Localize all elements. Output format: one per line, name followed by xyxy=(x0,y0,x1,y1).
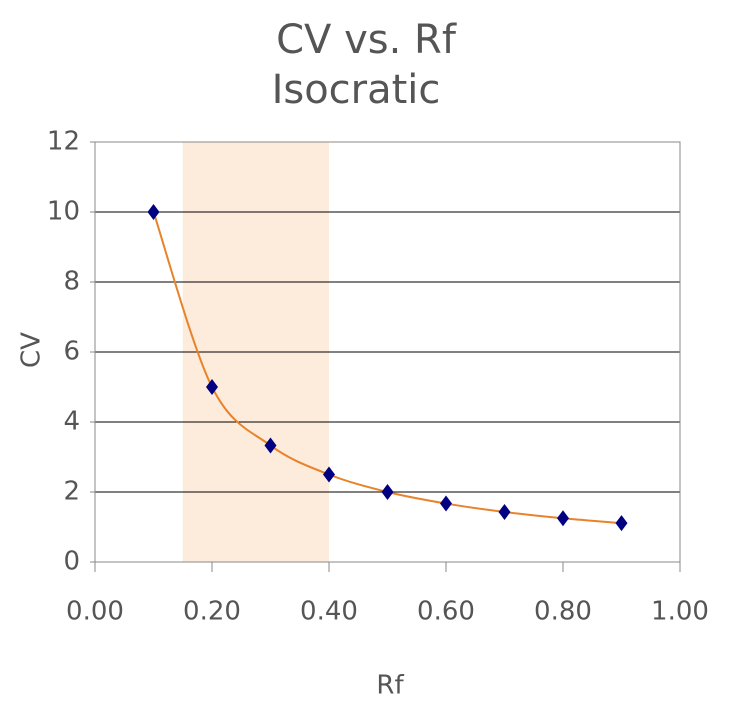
point-marker xyxy=(323,466,335,483)
point-marker xyxy=(264,437,277,454)
x-tick-label: 0.00 xyxy=(66,597,124,627)
chart-subtitle: Isocratic xyxy=(272,67,441,113)
x-tick-label: 0.40 xyxy=(300,597,358,627)
y-tick-label: 4 xyxy=(63,407,80,437)
plot-border xyxy=(94,141,681,563)
y-tick-label: 12 xyxy=(47,127,80,157)
point-marker xyxy=(440,495,452,512)
y-axis-label: CV xyxy=(17,332,47,368)
point-marker xyxy=(147,204,160,220)
x-tick-label: 0.20 xyxy=(183,597,241,627)
point-marker xyxy=(557,510,569,527)
chart-title: CV vs. Rf xyxy=(276,17,457,63)
y-tick-label: 6 xyxy=(63,337,80,367)
point-marker xyxy=(615,515,628,532)
y-tick-label: 2 xyxy=(63,477,80,507)
y-tick-label: 8 xyxy=(63,267,80,297)
x-axis-label: Rf xyxy=(376,671,404,701)
y-tick-label: 0 xyxy=(63,547,80,577)
x-tick-label: 1.00 xyxy=(651,597,709,627)
point-marker xyxy=(206,379,218,395)
point-marker xyxy=(381,484,394,500)
x-tick-label: 0.80 xyxy=(534,597,592,627)
point-marker xyxy=(498,503,511,520)
x-tick-label: 0.60 xyxy=(417,597,475,627)
y-tick-label: 10 xyxy=(47,197,80,227)
